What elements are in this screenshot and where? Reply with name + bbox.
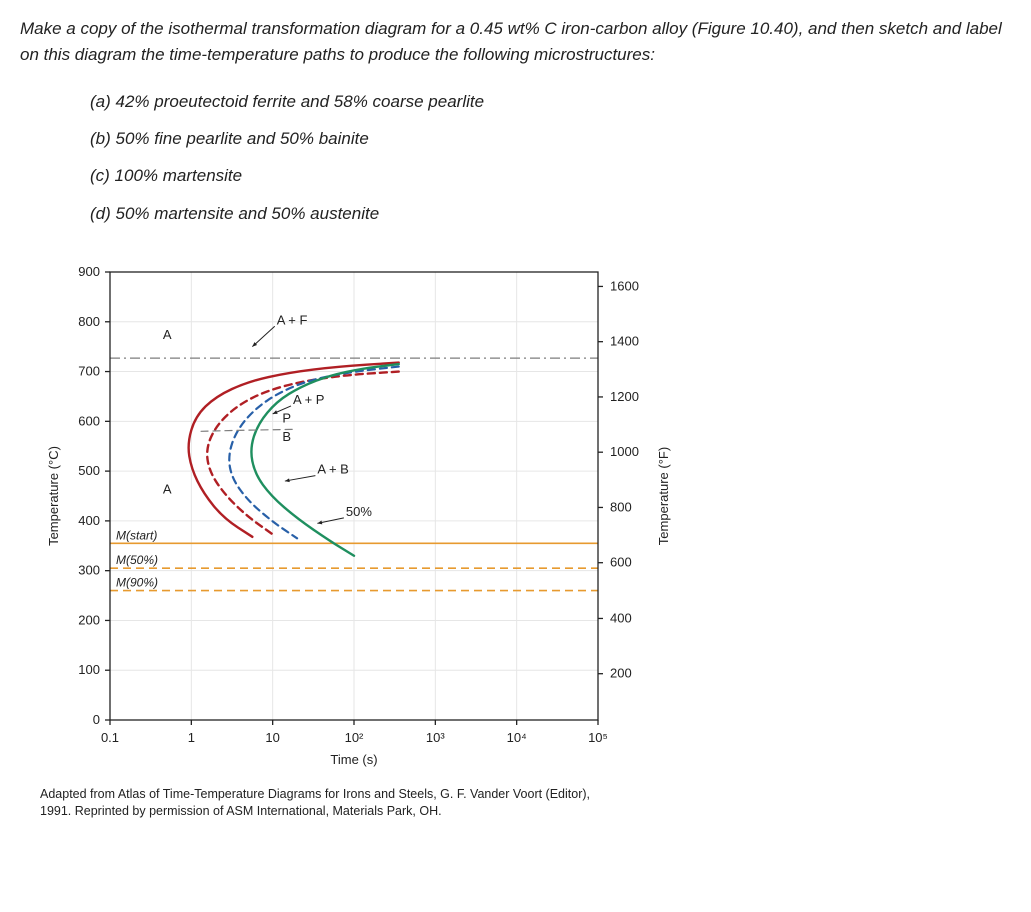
svg-text:10⁵: 10⁵ xyxy=(588,730,608,745)
svg-text:Temperature (°C): Temperature (°C) xyxy=(46,446,61,546)
svg-text:1600: 1600 xyxy=(610,279,639,294)
svg-text:800: 800 xyxy=(610,500,632,515)
svg-text:M(start): M(start) xyxy=(116,529,157,543)
svg-text:500: 500 xyxy=(78,463,100,478)
svg-text:800: 800 xyxy=(78,314,100,329)
question-options: (a) 42% proeutectoid ferrite and 58% coa… xyxy=(90,83,1011,233)
svg-text:10: 10 xyxy=(265,730,279,745)
option-c: (c) 100% martensite xyxy=(90,157,1011,194)
caption-line-1: Adapted from Atlas of Time-Temperature D… xyxy=(40,787,590,801)
ttt-chart: M(start) M(50%) M(90%) A A + F A + PPB A + B A 5… xyxy=(36,260,696,780)
svg-text:10²: 10² xyxy=(345,730,364,745)
svg-text:900: 900 xyxy=(78,264,100,279)
svg-text:600: 600 xyxy=(610,555,632,570)
svg-text:B: B xyxy=(282,429,291,444)
svg-text:P: P xyxy=(282,411,291,426)
caption-line-2: 1991. Reprinted by permission of ASM Int… xyxy=(40,804,442,818)
svg-text:400: 400 xyxy=(78,513,100,528)
figure-caption: Adapted from Atlas of Time-Temperature D… xyxy=(40,786,700,820)
svg-text:1: 1 xyxy=(188,730,195,745)
svg-text:0: 0 xyxy=(93,712,100,727)
svg-text:A + F: A + F xyxy=(277,313,308,328)
option-d: (d) 50% martensite and 50% austenite xyxy=(90,195,1011,232)
svg-text:300: 300 xyxy=(78,563,100,578)
figure: M(start) M(50%) M(90%) A A + F A + PPB A + B A 5… xyxy=(36,260,1011,820)
svg-text:600: 600 xyxy=(78,414,100,429)
svg-text:Time (s): Time (s) xyxy=(330,752,377,767)
svg-text:10⁴: 10⁴ xyxy=(507,730,527,745)
svg-text:50%: 50% xyxy=(346,504,372,519)
svg-text:1200: 1200 xyxy=(610,389,639,404)
svg-text:200: 200 xyxy=(610,666,632,681)
option-b: (b) 50% fine pearlite and 50% bainite xyxy=(90,120,1011,157)
svg-text:A: A xyxy=(163,482,172,497)
svg-text:0.1: 0.1 xyxy=(101,730,119,745)
question-intro: Make a copy of the isothermal transforma… xyxy=(20,16,1011,69)
svg-text:1400: 1400 xyxy=(610,334,639,349)
svg-text:M(50%): M(50%) xyxy=(116,553,158,567)
svg-text:A + P: A + P xyxy=(293,392,324,407)
option-a: (a) 42% proeutectoid ferrite and 58% coa… xyxy=(90,83,1011,120)
svg-text:100: 100 xyxy=(78,662,100,677)
svg-text:1000: 1000 xyxy=(610,444,639,459)
svg-text:M(90%): M(90%) xyxy=(116,576,158,590)
svg-text:Temperature (°F): Temperature (°F) xyxy=(656,447,671,545)
svg-text:A: A xyxy=(163,327,172,342)
svg-text:400: 400 xyxy=(610,611,632,626)
svg-text:700: 700 xyxy=(78,364,100,379)
svg-text:10³: 10³ xyxy=(426,730,445,745)
svg-text:A + B: A + B xyxy=(317,462,348,477)
svg-text:200: 200 xyxy=(78,613,100,628)
